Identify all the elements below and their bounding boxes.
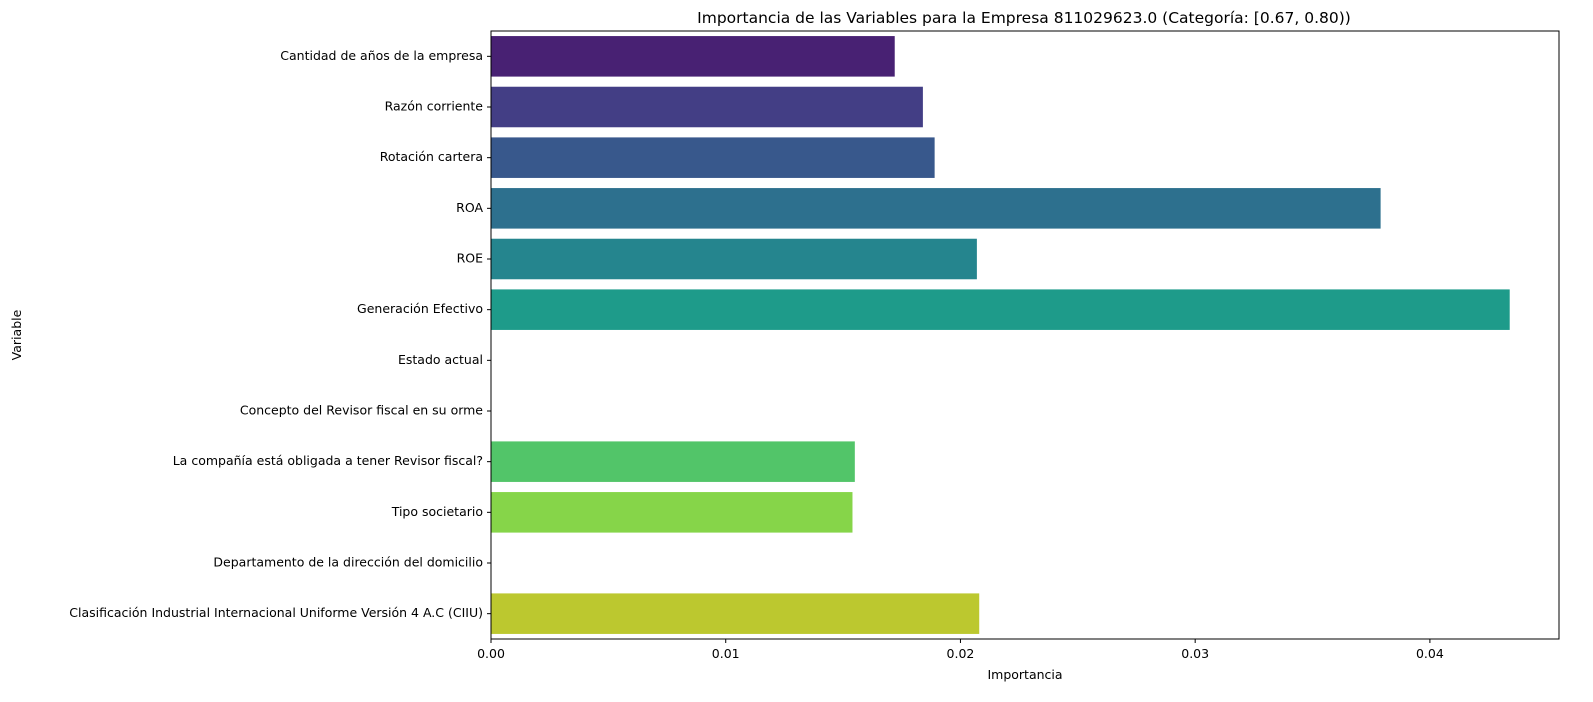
bar-4 [491,238,977,280]
category-label: ROE [457,251,484,266]
x-tick-label: 0.02 [947,646,975,661]
bar-0 [491,36,895,77]
category-labels: Cantidad de años de la empresa Razón corr… [69,48,491,620]
x-tick-label: 0.01 [712,646,740,661]
category-label: Concepto del Revisor fiscal en su orme [240,403,483,418]
category-label: Tipo societario [391,504,483,519]
category-label: Cantidad de años de la empresa [280,48,483,63]
bar-9 [491,492,853,533]
bar-1 [491,86,923,128]
x-axis-label: Importancia [987,667,1062,682]
category-label: ROA [456,200,483,215]
category-label: Razón corriente [385,99,484,114]
y-axis-label: Variable [9,309,24,360]
plot-frame [490,30,1560,640]
category-label: Clasificación Industrial Internacional U… [69,605,483,620]
bar-5 [491,289,1510,330]
x-tick-label: 0.00 [477,646,505,661]
category-label: Rotación cartera [380,149,483,164]
chart-title: Importancia de las Variables para la Emp… [697,9,1351,27]
category-label: Generación Efectivo [357,301,483,316]
bar-8 [491,441,855,482]
x-tick-label: 0.03 [1181,646,1209,661]
bar-11 [491,593,980,634]
x-tick-label: 0.04 [1416,646,1444,661]
x-axis-ticks: 0.00 0.01 0.02 0.03 0.04 [477,639,1444,661]
category-label: Estado actual [398,352,483,367]
category-label: Departamento de la dirección del domicil… [213,555,483,570]
bar-3 [491,188,1381,229]
bars-group [491,36,1510,634]
bar-2 [491,137,935,178]
category-label: La compañía está obligada a tener Reviso… [173,453,483,468]
